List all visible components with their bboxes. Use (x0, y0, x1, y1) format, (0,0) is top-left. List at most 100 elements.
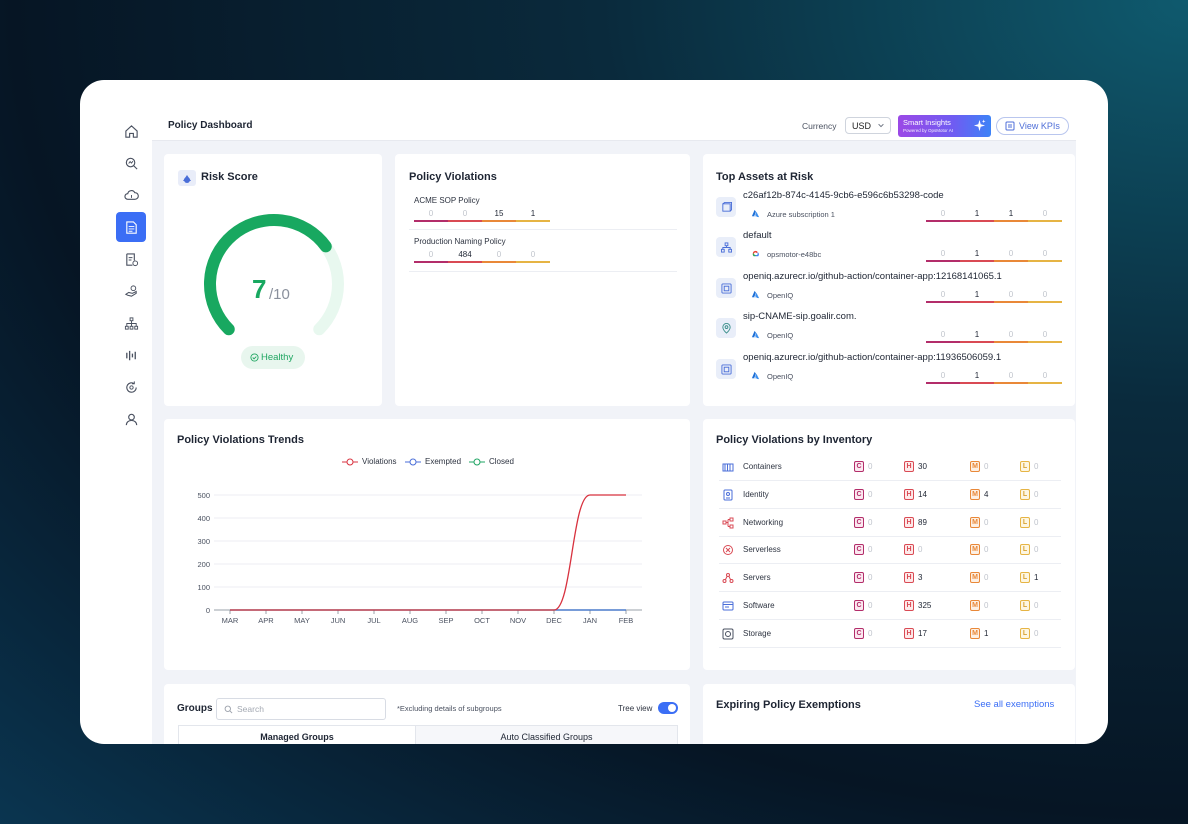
search-input[interactable]: Search (216, 698, 386, 720)
high-count[interactable]: 17 (918, 628, 927, 638)
high-count[interactable]: 1 (960, 369, 994, 384)
critical-count[interactable]: 0 (868, 489, 873, 499)
asset-name[interactable]: openiq.azurecr.io/github-action/containe… (743, 352, 1002, 363)
inventory-row-storage[interactable]: Storage C 0 H 17 M 1 L 0 (719, 620, 1061, 648)
signal-icon (125, 350, 136, 360)
medium-count[interactable]: 0 (984, 545, 989, 555)
asset-name[interactable]: sip-CNAME-sip.goalir.com. (743, 311, 857, 322)
medium-count[interactable]: 0 (984, 601, 989, 610)
sidebar-item-user[interactable] (116, 404, 146, 434)
tab-managed-groups[interactable]: Managed Groups (178, 725, 416, 744)
medium-badge: M (970, 461, 980, 472)
low-count[interactable]: 0 (1028, 247, 1062, 262)
medium-count[interactable]: 15 (482, 207, 516, 222)
high-count[interactable]: 1 (960, 207, 994, 222)
y-tick-label: 100 (197, 583, 210, 592)
x-tick-label: MAR (222, 616, 239, 625)
inventory-row-identity[interactable]: Identity C 0 H 14 M 4 L 0 (719, 481, 1061, 509)
medium-count[interactable]: 0 (482, 248, 516, 263)
low-count[interactable]: 0 (1034, 601, 1039, 610)
legend-exempted[interactable]: Exempted (405, 457, 461, 466)
view-kpis-button[interactable]: View KPIs (996, 117, 1069, 135)
medium-badge: M (970, 516, 980, 528)
legend-violations[interactable]: Violations (342, 457, 397, 466)
inventory-row-serverless[interactable]: Serverless C 0 H 0 M 0 L 0 (719, 536, 1061, 565)
high-count[interactable]: 3 (918, 573, 923, 583)
inventory-row-containers[interactable]: Containers C 0 H 30 M 0 L 0 (719, 453, 1061, 481)
high-count[interactable]: 0 (918, 545, 923, 555)
high-count[interactable]: 1 (960, 288, 994, 303)
currency-select[interactable]: USD (845, 117, 891, 134)
medium-count[interactable]: 0 (994, 288, 1028, 303)
medium-count[interactable]: 0 (984, 462, 989, 471)
serverless-icon (723, 545, 733, 556)
medium-count[interactable]: 0 (994, 369, 1028, 384)
tab-auto-classified-groups[interactable]: Auto Classified Groups (415, 725, 678, 744)
low-count[interactable]: 0 (1028, 288, 1062, 303)
low-count[interactable]: 0 (1034, 489, 1039, 499)
medium-count[interactable]: 0 (984, 517, 989, 527)
low-count[interactable]: 0 (1034, 462, 1039, 471)
medium-count[interactable]: 4 (984, 489, 989, 499)
critical-count[interactable]: 0 (926, 369, 960, 384)
critical-count[interactable]: 0 (868, 628, 873, 638)
policy-name[interactable]: ACME SOP Policy (414, 196, 480, 205)
low-count[interactable]: 0 (1028, 328, 1062, 343)
smart-insights-button[interactable]: Smart Insights Powered by OpsMotor AI (898, 115, 991, 137)
high-count[interactable]: 325 (918, 601, 932, 610)
sidebar-item-hand-coin[interactable] (116, 276, 146, 306)
critical-count[interactable]: 0 (868, 545, 873, 555)
low-count[interactable]: 1 (516, 207, 550, 222)
low-count[interactable]: 0 (1034, 517, 1039, 527)
high-count[interactable]: 89 (918, 517, 927, 527)
low-count[interactable]: 0 (1034, 628, 1039, 638)
medium-count[interactable]: 0 (984, 573, 989, 583)
critical-count[interactable]: 0 (414, 207, 448, 222)
critical-count[interactable]: 0 (926, 207, 960, 222)
medium-count[interactable]: 1 (994, 207, 1028, 222)
sidebar-item-cloud-shield[interactable] (116, 180, 146, 210)
inventory-row-networking[interactable]: Networking C 0 H 89 M 0 L 0 (719, 509, 1061, 537)
high-count[interactable]: 1 (960, 328, 994, 343)
medium-count[interactable]: 0 (994, 247, 1028, 262)
critical-count[interactable]: 0 (414, 248, 448, 263)
low-count[interactable]: 0 (1034, 545, 1039, 555)
sidebar-item-policy-document[interactable] (116, 212, 146, 242)
inventory-row-servers[interactable]: Servers C 0 H 3 M 0 L 1 (719, 564, 1061, 593)
tree-view-toggle[interactable] (658, 702, 678, 714)
medium-count[interactable]: 0 (994, 328, 1028, 343)
sidebar-item-compliance-document[interactable] (116, 244, 146, 274)
critical-count[interactable]: 0 (926, 328, 960, 343)
inventory-row-software[interactable]: Software C 0 H 325 M 0 L 0 (719, 592, 1061, 620)
critical-count[interactable]: 0 (868, 517, 873, 527)
critical-count[interactable]: 0 (868, 573, 873, 583)
sidebar-item-home[interactable] (116, 116, 146, 146)
low-count[interactable]: 1 (1034, 573, 1039, 583)
see-all-exemptions-link[interactable]: See all exemptions (974, 699, 1055, 710)
low-count[interactable]: 0 (516, 248, 550, 263)
sidebar-item-refresh-gear[interactable] (116, 372, 146, 402)
low-badge: L (1020, 600, 1030, 611)
sidebar-item-search-insights[interactable] (116, 148, 146, 178)
low-count[interactable]: 0 (1028, 369, 1062, 384)
high-count[interactable]: 1 (960, 247, 994, 262)
policy-name[interactable]: Production Naming Policy (414, 237, 506, 246)
sidebar-item-hierarchy[interactable] (116, 308, 146, 338)
medium-count[interactable]: 1 (984, 628, 989, 638)
policy-violations-title: Policy Violations (409, 171, 497, 183)
critical-count[interactable]: 0 (868, 462, 873, 471)
critical-count[interactable]: 0 (926, 288, 960, 303)
trends-title: Policy Violations Trends (177, 434, 304, 446)
sidebar-item-signal[interactable] (116, 340, 146, 370)
low-count[interactable]: 0 (1028, 207, 1062, 222)
high-count[interactable]: 484 (448, 248, 482, 263)
critical-count[interactable]: 0 (926, 247, 960, 262)
high-count[interactable]: 30 (918, 462, 927, 471)
high-count[interactable]: 0 (448, 207, 482, 222)
high-count[interactable]: 14 (918, 489, 927, 499)
asset-name[interactable]: default (743, 230, 772, 241)
critical-count[interactable]: 0 (868, 601, 873, 610)
asset-name[interactable]: c26af12b-874c-4145-9cb6-e596c6b53298-cod… (743, 190, 944, 201)
asset-name[interactable]: openiq.azurecr.io/github-action/containe… (743, 271, 1002, 282)
legend-closed[interactable]: Closed (469, 457, 514, 466)
